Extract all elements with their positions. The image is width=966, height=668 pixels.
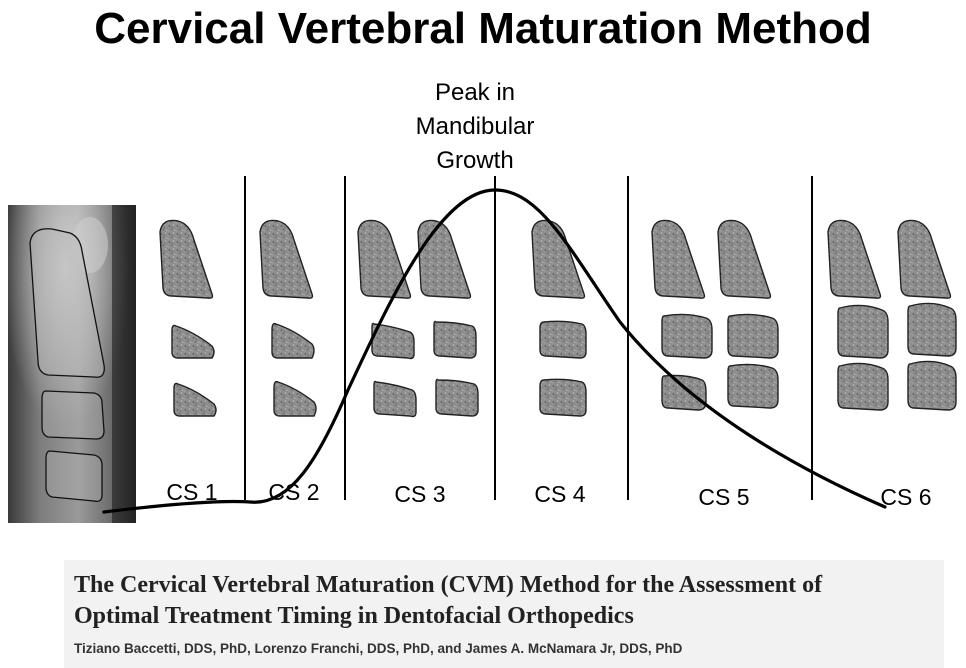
stage-label-cs5: CS 5 bbox=[698, 484, 749, 510]
vertebra-body-cs5 bbox=[661, 313, 713, 359]
cervical-xray-image bbox=[8, 205, 136, 523]
vertebra-body-cs6 bbox=[837, 362, 889, 411]
peak-annotation-line-2: Mandibular bbox=[415, 113, 535, 140]
stage-label-cs3: CS 3 bbox=[394, 481, 445, 507]
vertebra-body-cs3 bbox=[435, 378, 479, 417]
odontoid-vertebra-cs1 bbox=[159, 219, 214, 299]
vertebra-body-cs2 bbox=[273, 380, 317, 417]
vertebra-body-cs3 bbox=[433, 320, 477, 359]
vertebra-body-cs5 bbox=[727, 363, 779, 409]
vertebra-body-cs4 bbox=[539, 378, 587, 417]
vertebra-body-cs3 bbox=[373, 380, 417, 418]
vertebra-body-cs3 bbox=[371, 322, 415, 360]
vertebrae bbox=[159, 219, 957, 418]
odontoid-vertebra-cs5 bbox=[651, 219, 706, 299]
peak-annotation: Peak in Mandibular Growth bbox=[380, 76, 570, 178]
odontoid-vertebra-cs4 bbox=[531, 219, 586, 299]
odontoid-vertebra-cs5 bbox=[717, 219, 772, 299]
vertebra-body-cs1 bbox=[171, 324, 215, 359]
article-authors: Tiziano Baccetti, DDS, PhD, Lorenzo Fran… bbox=[74, 641, 683, 656]
peak-annotation-line-3: Growth bbox=[436, 147, 514, 174]
article-title-line-1: The Cervical Vertebral Maturation (CVM) … bbox=[74, 572, 823, 598]
stage-dividers bbox=[244, 176, 813, 500]
vertebra-body-cs6 bbox=[907, 302, 957, 357]
stage-label-cs2: CS 2 bbox=[268, 479, 319, 505]
odontoid-vertebra-cs6 bbox=[827, 219, 882, 299]
stage-label-cs1: CS 1 bbox=[166, 479, 217, 505]
article-title-line-2: Optimal Treatment Timing in Dentofacial … bbox=[74, 603, 634, 629]
cvm-stage-diagram: CS 1 CS 2 CS 3 CS 4 CS 5 CS 6 bbox=[102, 176, 957, 514]
odontoid-vertebra-cs3 bbox=[357, 219, 412, 299]
odontoid-vertebra-cs6 bbox=[897, 219, 952, 299]
vertebra-body-cs4 bbox=[539, 320, 587, 359]
vertebra-body-cs1 bbox=[173, 382, 217, 417]
vertebra-body-cs6 bbox=[907, 360, 957, 411]
citation-panel: The Cervical Vertebral Maturation (CVM) … bbox=[64, 560, 944, 668]
odontoid-vertebra-cs3 bbox=[417, 219, 472, 299]
vertebra-body-cs2 bbox=[271, 322, 315, 359]
page-title: Cervical Vertebral Maturation Method bbox=[94, 4, 872, 53]
vertebra-body-cs6 bbox=[837, 304, 889, 359]
stage-label-cs4: CS 4 bbox=[534, 481, 585, 507]
mandibular-growth-curve bbox=[102, 188, 887, 514]
vertebra-body-cs5 bbox=[727, 313, 779, 359]
stage-label-cs6: CS 6 bbox=[880, 484, 931, 510]
article-title: The Cervical Vertebral Maturation (CVM) … bbox=[74, 570, 934, 632]
odontoid-vertebra-cs2 bbox=[259, 219, 314, 299]
vertebra-body-cs5 bbox=[661, 374, 707, 411]
peak-annotation-line-1: Peak in bbox=[434, 79, 516, 106]
